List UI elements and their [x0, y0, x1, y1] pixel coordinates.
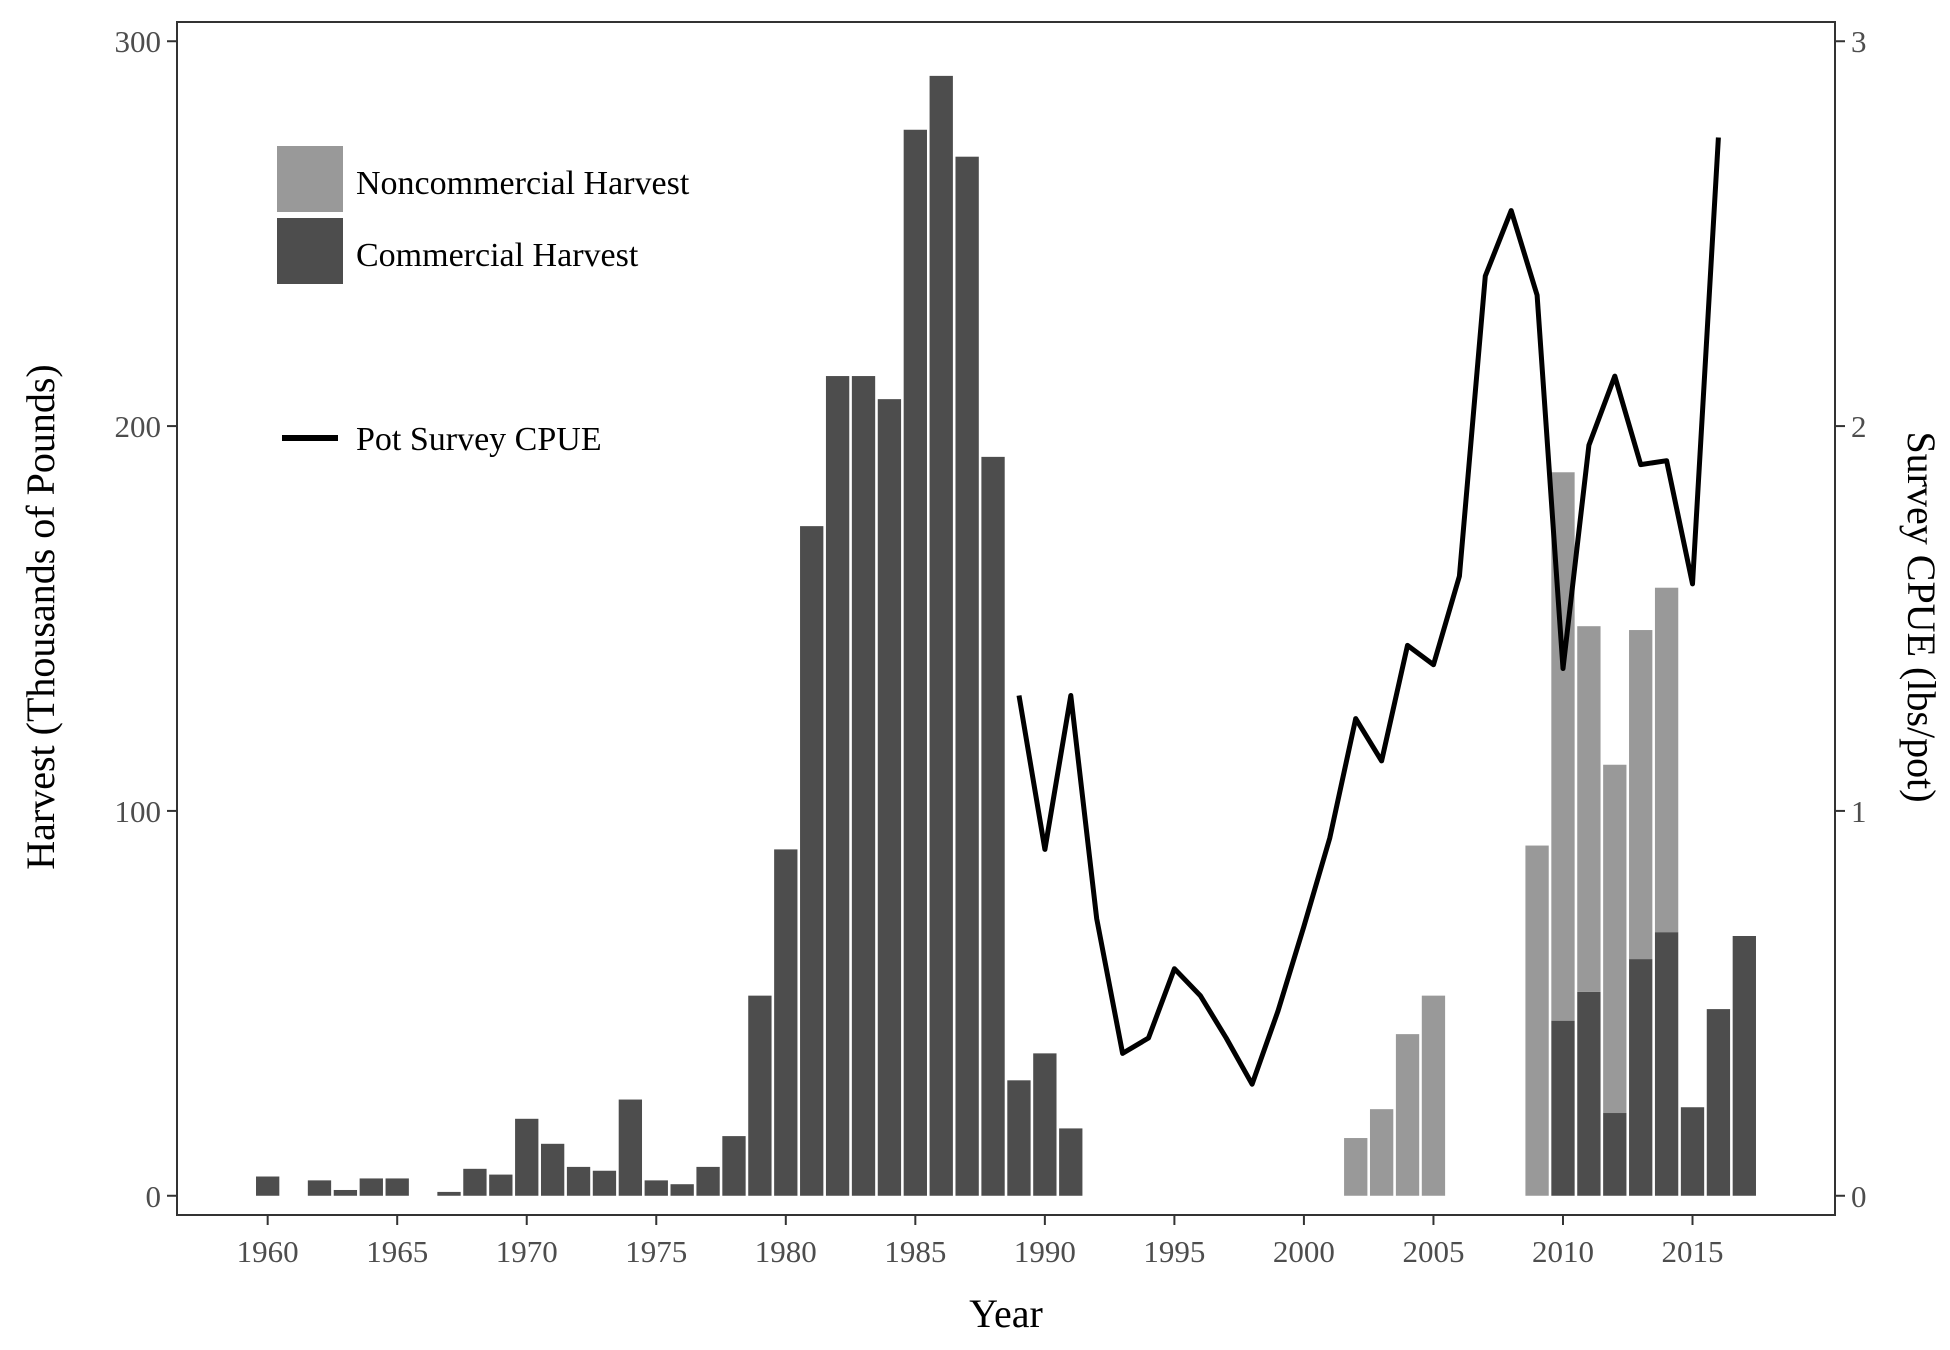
- bars-layer: [256, 75, 1756, 1196]
- bar-commercial-1968: [463, 1168, 487, 1196]
- bar-commercial-1981: [800, 526, 824, 1196]
- legend-key-noncommercial: [277, 146, 343, 212]
- x-axis-title: Year: [969, 1291, 1043, 1336]
- bar-commercial-1963: [333, 1189, 358, 1196]
- bar-commercial-1983: [851, 376, 876, 1196]
- bar-commercial-1986: [929, 75, 953, 1196]
- x-tick-label-2000: 2000: [1273, 1234, 1335, 1269]
- bar-noncommercial-2005: [1421, 995, 1446, 1196]
- y2-tick-label-3: 3: [1851, 24, 1867, 59]
- bar-commercial-2016: [1706, 1009, 1731, 1196]
- bar-commercial-1972: [566, 1166, 591, 1196]
- x-tick-label-1995: 1995: [1143, 1234, 1205, 1269]
- bar-commercial-1982: [825, 376, 850, 1196]
- bar-commercial-1974: [618, 1099, 643, 1196]
- bar-commercial-2010: [1551, 1020, 1575, 1196]
- bar-commercial-1988: [981, 456, 1005, 1196]
- bar-commercial-1969: [489, 1174, 513, 1196]
- x-tick-label-2015: 2015: [1662, 1234, 1724, 1269]
- bar-commercial-1967: [437, 1191, 461, 1196]
- bar-commercial-1970: [515, 1118, 539, 1196]
- legend-label-cpue: Pot Survey CPUE: [356, 421, 602, 458]
- bar-commercial-1971: [540, 1143, 565, 1196]
- y2-tick-label-0: 0: [1851, 1179, 1867, 1214]
- line-pot-survey-cpue: [1016, 137, 1721, 1087]
- bar-commercial-1987: [955, 156, 979, 1196]
- bar-commercial-1975: [644, 1180, 668, 1196]
- bar-commercial-1989: [1007, 1080, 1031, 1196]
- bar-commercial-1976: [670, 1184, 694, 1196]
- bar-commercial-2013: [1629, 959, 1653, 1196]
- plot-panel-border: [176, 21, 1836, 1216]
- bar-noncommercial-2011: [1577, 626, 1601, 992]
- y-axis-title: Harvest (Thousands of Pounds): [18, 364, 63, 870]
- bar-commercial-1991: [1059, 1128, 1083, 1196]
- y2-axis-title: Survey CPUE (lbs/pot): [1899, 431, 1944, 802]
- legend: Noncommercial Harvest Commercial Harvest…: [277, 146, 690, 458]
- bar-noncommercial-2004: [1395, 1034, 1420, 1196]
- bar-commercial-1964: [359, 1178, 383, 1196]
- x-tick-label-1985: 1985: [884, 1234, 946, 1269]
- bar-commercial-1960: [256, 1176, 280, 1196]
- x-tick-label-1990: 1990: [1014, 1234, 1076, 1269]
- axes-layer: 0 100 200 300 0 1 2 3 1960 1965 1970 1975 1980 1985 19…: [115, 24, 1867, 1269]
- y2-tick-label-1: 1: [1851, 794, 1867, 829]
- x-tick-label-1965: 1965: [366, 1234, 428, 1269]
- bar-noncommercial-2012: [1603, 764, 1627, 1114]
- legend-label-noncommercial: Noncommercial Harvest: [356, 165, 690, 202]
- y2-tick-label-2: 2: [1851, 409, 1867, 444]
- legend-key-commercial: [277, 218, 343, 284]
- bar-commercial-1977: [696, 1166, 720, 1196]
- bar-commercial-2017: [1732, 935, 1756, 1196]
- y-tick-label-300: 300: [115, 24, 162, 59]
- bar-commercial-1984: [877, 399, 902, 1196]
- x-tick-label-1970: 1970: [496, 1234, 558, 1269]
- bar-commercial-1980: [774, 849, 798, 1196]
- bar-noncommercial-2002: [1344, 1138, 1368, 1196]
- x-tick-label-1980: 1980: [755, 1234, 817, 1269]
- y-tick-label-0: 0: [146, 1179, 162, 1214]
- bar-commercial-1962: [307, 1180, 332, 1196]
- x-tick-label-2010: 2010: [1532, 1234, 1594, 1269]
- x-tick-label-1975: 1975: [625, 1234, 687, 1269]
- bar-commercial-1965: [385, 1178, 409, 1196]
- y-tick-label-200: 200: [115, 409, 162, 444]
- bar-commercial-2012: [1603, 1113, 1627, 1196]
- bar-commercial-1973: [592, 1170, 617, 1196]
- x-tick-label-1960: 1960: [237, 1234, 299, 1269]
- bar-commercial-1990: [1033, 1053, 1057, 1196]
- bar-commercial-2014: [1654, 932, 1679, 1196]
- x-tick-label-2005: 2005: [1402, 1234, 1464, 1269]
- bar-commercial-1979: [748, 995, 772, 1196]
- line-layer: [1016, 137, 1721, 1087]
- bar-noncommercial-2009: [1525, 845, 1549, 1196]
- bar-noncommercial-2003: [1369, 1109, 1394, 1196]
- bar-commercial-1978: [722, 1136, 746, 1196]
- bar-noncommercial-2014: [1654, 587, 1679, 933]
- bar-noncommercial-2013: [1629, 630, 1653, 960]
- bar-commercial-1985: [903, 129, 927, 1196]
- bar-commercial-2015: [1680, 1107, 1705, 1196]
- legend-label-commercial: Commercial Harvest: [356, 237, 639, 274]
- bar-commercial-2011: [1577, 991, 1601, 1196]
- y-tick-label-100: 100: [115, 794, 162, 829]
